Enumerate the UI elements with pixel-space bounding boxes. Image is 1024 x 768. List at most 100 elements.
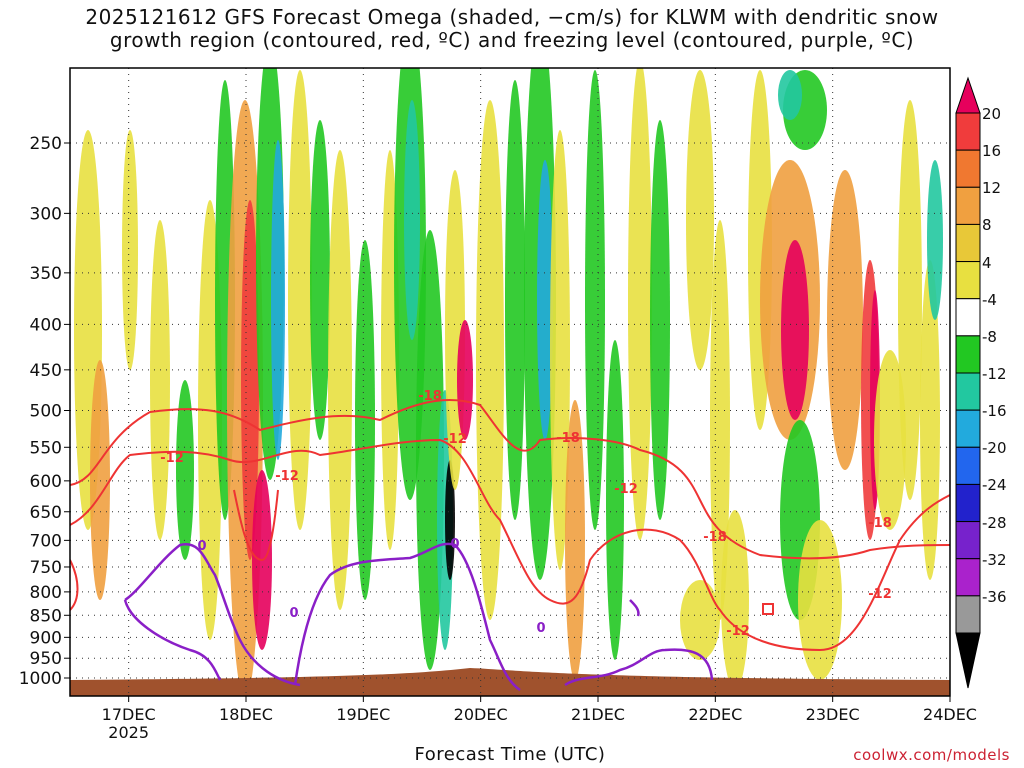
colorbar-label-6: -8 xyxy=(982,327,997,346)
omega-shade-cell-50 xyxy=(778,70,802,120)
y-tick-label-350: 350 xyxy=(30,264,62,284)
contour-label-1: -12 xyxy=(275,469,299,484)
colorbar-swatch-12 xyxy=(955,521,981,560)
colorbar xyxy=(955,76,981,689)
contour-label-12: 0 xyxy=(450,537,459,552)
x-tick-label-4: 21DEC xyxy=(571,705,625,724)
contour-label-8: -18 xyxy=(703,530,727,545)
omega-shade-cell-45 xyxy=(874,350,906,530)
contour-label-11: 0 xyxy=(289,606,298,621)
chart-title-line1: 2025121612 GFS Forecast Omega (shaded, −… xyxy=(85,5,939,29)
freezing-contour-3 xyxy=(564,648,714,687)
contour-label-9: -18 xyxy=(868,516,892,531)
omega-shade-cell-2 xyxy=(122,130,138,370)
freezing-contour-0 xyxy=(124,542,301,687)
dgz-contour-box xyxy=(762,603,774,615)
y-tick-label-700: 700 xyxy=(30,531,62,551)
credit-link[interactable]: coolwx.com/models xyxy=(853,746,1010,764)
omega-shading-layer xyxy=(74,68,943,696)
omega-shade-cell-27 xyxy=(537,160,553,440)
omega-shade-cell-12 xyxy=(288,70,312,530)
omega-shade-cell-25 xyxy=(505,80,525,520)
omega-shade-cell-15 xyxy=(355,240,375,600)
omega-shade-cell-48 xyxy=(927,160,943,320)
omega-shade-cell-42 xyxy=(827,170,863,470)
omega-shade-cell-31 xyxy=(606,340,624,660)
omega-shade-cell-34 xyxy=(686,70,714,370)
y-tick-label-250: 250 xyxy=(30,134,62,154)
omega-shade-cell-36 xyxy=(721,510,749,690)
x-tick-year: 2025 xyxy=(108,723,149,742)
y-tick-label-300: 300 xyxy=(30,204,62,224)
colorbar-swatch-6 xyxy=(955,298,981,337)
y-tick-label-950: 950 xyxy=(30,649,62,669)
colorbar-swatch-14 xyxy=(955,595,981,634)
colorbar-swatch-1 xyxy=(955,112,981,151)
colorbar-label-9: -20 xyxy=(982,439,1007,458)
omega-shade-cell-28 xyxy=(550,130,570,570)
contour-label-0: -12 xyxy=(160,451,184,466)
x-tick-label-3: 20DEC xyxy=(454,705,508,724)
omega-shade-cell-3 xyxy=(150,220,170,540)
colorbar-label-1: 16 xyxy=(982,142,1002,161)
freezing-contour-4 xyxy=(629,599,640,617)
omega-shade-cell-23 xyxy=(457,320,473,440)
x-axis-label: Forecast Time (UTC) xyxy=(414,744,606,765)
colorbar-label-5: -4 xyxy=(982,290,997,309)
dgz-contour-2 xyxy=(70,559,79,611)
x-tick-label-5: 22DEC xyxy=(688,705,742,724)
colorbar-label-0: 20 xyxy=(982,105,1002,123)
omega-shade-cell-33 xyxy=(650,120,670,520)
x-axis: 17DEC 18DEC 19DEC 20DEC 21DEC 22DEC 23DEC 24DEC… xyxy=(102,696,977,742)
contour-label-10: 0 xyxy=(197,539,206,554)
omega-shade-cell-14 xyxy=(328,150,352,610)
y-tick-label-500: 500 xyxy=(30,402,62,422)
omega-shade-cell-11 xyxy=(271,140,285,460)
contour-label-7: -18 xyxy=(556,431,580,446)
colorbar-label-8: -16 xyxy=(982,402,1007,421)
x-tick-label-1: 18DEC xyxy=(219,705,273,724)
omega-shade-cell-46 xyxy=(898,100,922,500)
contour-label-4: -12 xyxy=(726,624,750,639)
y-tick-label-800: 800 xyxy=(30,583,62,603)
contour-layer: -12 -12 -12 -12 -12 -12 -18 -18 -18 -18 0 0 0 0 xyxy=(70,389,950,692)
colorbar-label-11: -28 xyxy=(982,513,1007,532)
chart-title-line2: growth region (contoured, red, ºC) and f… xyxy=(109,28,915,52)
omega-shade-cell-13 xyxy=(310,120,330,440)
omega-shade-cell-21 xyxy=(445,460,455,580)
omega-shade-cell-32 xyxy=(628,68,652,540)
omega-shade-cell-1 xyxy=(90,360,110,600)
colorbar-swatch-4 xyxy=(955,223,981,263)
omega-shade-cell-30 xyxy=(585,70,605,530)
colorbar-label-3: 8 xyxy=(982,216,992,235)
colorbar-top-arrow xyxy=(955,76,981,114)
y-tick-label-400: 400 xyxy=(30,315,62,335)
y-tick-label-450: 450 xyxy=(30,361,62,381)
contour-label-5: -12 xyxy=(868,587,892,602)
x-tick-label-7: 24DEC xyxy=(923,705,977,724)
colorbar-bottom-arrow xyxy=(955,632,981,689)
colorbar-label-12: -32 xyxy=(982,550,1007,569)
omega-shade-cell-18 xyxy=(404,100,420,340)
colorbar-swatch-8 xyxy=(955,372,981,411)
colorbar-swatch-13 xyxy=(955,558,981,597)
y-tick-label-550: 550 xyxy=(30,438,62,458)
contour-label-13: 0 xyxy=(536,621,545,636)
colorbar-swatch-7 xyxy=(955,335,981,374)
colorbar-swatch-2 xyxy=(955,149,981,188)
dgz-contour-3 xyxy=(233,489,279,562)
colorbar-label-10: -24 xyxy=(982,476,1007,495)
y-tick-label-1000: 1000 xyxy=(19,669,62,689)
contour-label-3: -12 xyxy=(614,482,638,497)
y-tick-label-650: 650 xyxy=(30,503,62,523)
omega-shade-cell-19 xyxy=(416,230,444,670)
y-tick-label-600: 600 xyxy=(30,472,62,492)
colorbar-swatch-10 xyxy=(955,446,981,485)
contour-label-6: -18 xyxy=(418,389,442,404)
plot-frame xyxy=(69,67,951,697)
y-axis: 2503003504004505005506006507007508008509… xyxy=(19,134,70,689)
colorbar-label-2: 12 xyxy=(982,179,1002,198)
colorbar-swatch-11 xyxy=(955,483,981,523)
contour-label-2: -12 xyxy=(443,432,467,447)
